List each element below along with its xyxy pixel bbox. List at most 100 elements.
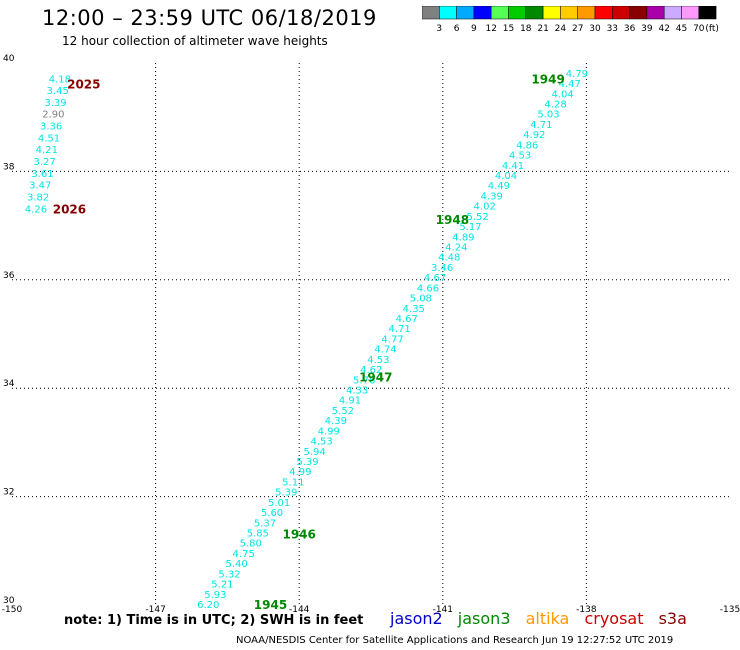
color-scale-unit: (ft) (705, 24, 719, 34)
wave-height-label: 4.35 (403, 304, 425, 315)
color-scale-label: 12 (485, 24, 496, 34)
chart-title: 12:00 – 23:59 UTC 06/18/2019 (42, 6, 377, 30)
x-tick-label: -150 (2, 605, 23, 612)
wave-height-label: 5.52 (332, 406, 354, 417)
wave-height-label: 5.93 (204, 590, 226, 601)
wave-height-label: 2.90 (42, 110, 64, 121)
legend-jason3: jason3 (457, 609, 511, 628)
wave-height-label: 4.86 (516, 140, 538, 151)
wave-height-label: 5.03 (537, 110, 559, 121)
wave-height-label: 4.99 (289, 467, 311, 478)
x-tick-label: -141 (433, 605, 453, 612)
pass-time-label: 1947 (359, 370, 392, 384)
color-scale-label: 21 (537, 24, 548, 34)
wave-height-label: 4.79 (566, 69, 588, 80)
color-scale-label: 24 (555, 24, 567, 34)
wave-height-label: 4.67 (424, 273, 446, 284)
color-scale-label: 30 (589, 24, 601, 34)
wave-height-label: 4.24 (445, 242, 467, 253)
y-tick-label: 40 (3, 54, 15, 64)
wave-height-label: 5.08 (410, 294, 432, 305)
wave-height-label: 5.39 (296, 457, 318, 468)
wave-height-label: 4.33 (346, 385, 368, 396)
wave-height-label: 5.80 (240, 539, 262, 550)
wave-height-label: 5.76 (353, 375, 375, 386)
pass-time-label: 2026 (53, 202, 86, 216)
wave-height-label: 4.18 (49, 74, 71, 85)
color-swatch (698, 6, 717, 20)
pass-time-label: 1948 (436, 213, 469, 227)
wave-height-label: 5.21 (211, 580, 233, 591)
wave-height-label: 4.62 (360, 365, 382, 376)
wave-height-label: 4.77 (381, 334, 403, 345)
wave-height-label: 4.75 (233, 549, 255, 560)
wave-height-label: 3.39 (44, 98, 66, 109)
wave-height-label: 4.49 (488, 181, 510, 192)
credit-line: NOAA/NESDIS Center for Satellite Applica… (236, 635, 674, 646)
chart-subtitle: 12 hour collection of altimeter wave hei… (62, 34, 328, 48)
wave-height-label: 4.53 (509, 151, 531, 162)
color-scale-label: 18 (520, 24, 532, 34)
wave-height-label: 5.11 (282, 477, 304, 488)
y-tick-label: 36 (3, 271, 15, 281)
wave-height-label: 4.92 (523, 130, 545, 141)
wave-height-label: 4.51 (38, 133, 60, 144)
pass-time-label: 1946 (282, 528, 315, 542)
color-scale-label: 70 (693, 24, 705, 34)
wave-height-label: 4.39 (481, 191, 503, 202)
x-tick-label: -144 (289, 605, 310, 612)
wave-height-label: 4.67 (396, 314, 418, 325)
wave-height-label: 3.82 (27, 193, 49, 204)
legend-s3a: s3a (658, 609, 687, 628)
x-tick-label: -135 (720, 605, 740, 612)
wave-height-label: 4.74 (374, 345, 396, 356)
y-tick-label: 30 (3, 596, 15, 606)
wave-height-label: 4.71 (388, 324, 410, 335)
wave-height-label: 5.17 (459, 222, 481, 233)
wave-height-label: 4.04 (552, 89, 574, 100)
x-tick-label: -147 (145, 605, 165, 612)
wave-height-label: 4.41 (502, 161, 524, 172)
pass-time-label: 1945 (254, 598, 287, 612)
wave-height-label: 4.48 (438, 253, 460, 264)
wave-height-label: 5.32 (218, 569, 240, 580)
color-scale-label: 33 (607, 24, 618, 34)
y-tick-label: 34 (3, 379, 15, 389)
color-scale-label: 45 (676, 24, 687, 34)
wave-height-label: 5.94 (303, 447, 325, 458)
y-tick-label: 38 (3, 162, 15, 172)
x-tick-label: -138 (576, 605, 597, 612)
wave-height-label: 3.61 (31, 169, 53, 180)
wave-height-label: 4.53 (367, 355, 389, 366)
color-scale-label: 15 (503, 24, 514, 34)
legend-jason2: jason2 (390, 609, 443, 628)
color-scale-label: 42 (658, 24, 669, 34)
pass-time-label: 2025 (67, 78, 100, 92)
wave-height-label: 4.39 (325, 416, 347, 427)
wave-height-label: 3.45 (47, 86, 69, 97)
satellite-legend: jason2 jason3 altika cryosat s3a (390, 609, 697, 628)
legend-altika: altika (525, 609, 570, 628)
wave-height-label: 5.01 (268, 498, 290, 509)
wave-height-label: 4.71 (530, 120, 552, 131)
footnote: note: 1) Time is in UTC; 2) SWH is in fe… (64, 613, 364, 628)
wave-height-label: 6.20 (197, 600, 219, 611)
wave-height-label: 4.66 (417, 283, 439, 294)
wave-height-label: 5.52 (466, 212, 488, 223)
wave-height-label: 4.99 (318, 426, 340, 437)
color-scale-label: 3 (436, 24, 442, 34)
legend-cryosat: cryosat (584, 609, 644, 628)
wave-height-label: 4.26 (25, 204, 47, 215)
wave-height-label: 4.21 (36, 145, 58, 156)
color-scale-label: 6 (454, 24, 460, 34)
wave-height-label: 3.47 (29, 181, 51, 192)
wave-height-label: 4.53 (311, 437, 333, 448)
wave-height-label: 5.60 (261, 508, 283, 519)
wave-height-label: 4.89 (452, 232, 474, 243)
wave-height-label: 5.37 (254, 518, 276, 529)
wave-height-label: 4.04 (495, 171, 517, 182)
color-scale-legend: 3 6 9 12 15 18 21 24 27 30 33 36 39 42 45 70 (ft) (422, 6, 719, 34)
color-scale-label: 36 (624, 24, 636, 34)
color-scale-label: 39 (641, 24, 653, 34)
wave-height-label: 4.02 (474, 202, 496, 213)
